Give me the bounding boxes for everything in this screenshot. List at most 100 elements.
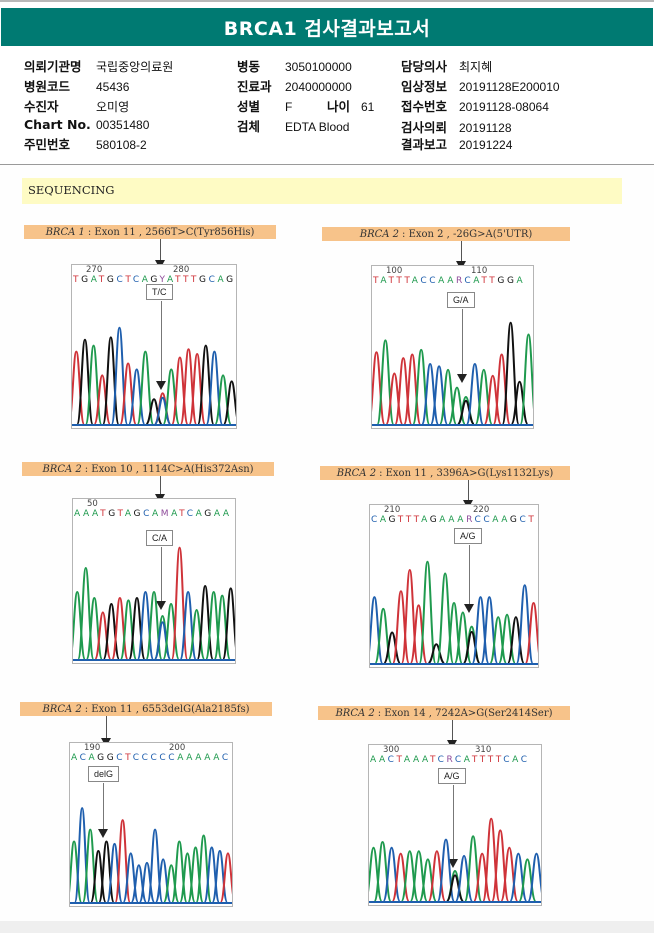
base-call: G [133, 509, 144, 519]
base-call: C [150, 753, 160, 763]
genotype-call-box: G/A [447, 292, 475, 308]
trace-peak [369, 846, 383, 902]
trace-peak [146, 828, 164, 903]
base-call: G [106, 753, 117, 763]
base-call: C [371, 515, 380, 525]
position-label: 200 [169, 743, 186, 753]
base-call: C [429, 276, 439, 286]
arrow-down-icon [448, 859, 458, 868]
field-request-date: 검사의뢰 20191128 [401, 120, 512, 135]
base-call: A [447, 276, 456, 286]
base-call: G [199, 275, 209, 285]
trace-peak [370, 596, 384, 664]
trace-peak [171, 356, 189, 425]
trace-peak [403, 353, 422, 425]
pointer-line [106, 716, 107, 742]
base-call: C [221, 753, 229, 763]
variant-description: : Exon 10 , 1114C>A(His372Asn) [84, 463, 254, 475]
trace-plot [73, 546, 235, 661]
trace-peak [179, 852, 196, 903]
base-call: A [463, 755, 472, 765]
base-call: A [448, 515, 458, 525]
base-call: A [412, 755, 422, 765]
pointer-line [452, 720, 453, 744]
base-call: Y [159, 275, 167, 285]
base-call: M [160, 509, 172, 519]
base-call: A [380, 276, 389, 286]
trace-peak [519, 333, 533, 425]
trace-plot [72, 326, 236, 426]
base-call: T [413, 515, 422, 525]
base-call: A [370, 755, 380, 765]
base-call: C [132, 275, 142, 285]
trace-plot [372, 321, 533, 426]
trace-peak [506, 616, 525, 664]
gene-name: BRCA 2 [336, 467, 377, 479]
sequencing-title: SEQUENCING [28, 183, 115, 197]
trace-peak [187, 608, 206, 660]
trace-peak [409, 604, 428, 664]
base-call: A [74, 509, 84, 519]
trace-peak [373, 840, 392, 902]
trace-peak [203, 846, 221, 903]
base-call: A [438, 276, 448, 286]
variant-description: : Exon 14 , 7242A>G(Ser2414Ser) [377, 707, 553, 719]
field-institution: 의뢰기관명 국립중앙의료원 [24, 59, 174, 74]
base-call: C [520, 755, 530, 765]
variant-title: BRCA 2: Exon 14 , 7242A>G(Ser2414Ser) [318, 706, 570, 720]
base-sequence: ACAGGCTCCCCCAAAAACCT [71, 753, 229, 763]
pointer-line [160, 239, 161, 264]
field-ward: 병동 3050100000 [237, 59, 352, 74]
base-call: G [231, 509, 232, 519]
position-label: 110 [471, 266, 488, 276]
base-call: C [437, 755, 447, 765]
pointer-line [469, 545, 470, 604]
gene-name: BRCA 2 [42, 703, 82, 715]
variant-description: : Exon 11 , 3396A>G(Lys1132Lys) [379, 467, 554, 479]
pointer-line [462, 309, 463, 374]
trace-peak [102, 336, 120, 425]
base-call: A [222, 509, 232, 519]
trace-peak [138, 861, 156, 903]
base-call: G [497, 276, 507, 286]
base-call: G [506, 276, 517, 286]
base-call: C [387, 755, 397, 765]
base-call: T [100, 509, 109, 519]
trace-peak [154, 858, 172, 903]
base-call: C [186, 509, 196, 519]
arrow-down-icon [98, 829, 108, 838]
report-title: BRCA1 검사결과보고서 [1, 8, 653, 46]
trace-peak [474, 368, 493, 425]
trace-peak [102, 602, 121, 660]
arrow-down-icon [156, 381, 166, 390]
base-call: C [474, 515, 484, 525]
base-call: T [98, 275, 107, 285]
window-top-border [0, 0, 654, 2]
base-call: T [125, 275, 133, 285]
trace-peak [492, 353, 511, 425]
base-call: C [503, 755, 513, 765]
trace-peak [106, 842, 123, 903]
base-call: C [483, 515, 493, 525]
pointer-line [461, 241, 462, 265]
trace-peak [94, 611, 112, 660]
base-call: T [405, 515, 414, 525]
age-value: 61 [361, 100, 375, 114]
base-call: T [125, 753, 133, 763]
trace-peak [510, 380, 529, 425]
base-call: A [213, 509, 223, 519]
base-call: T [528, 515, 535, 525]
trace-peak [394, 357, 413, 425]
base-call: T [396, 755, 404, 765]
trace-peak [527, 852, 541, 902]
trace-peak [427, 643, 445, 664]
trace-peak [412, 348, 431, 425]
pointer-line [103, 783, 104, 829]
base-call: T [179, 509, 187, 519]
base-call: T [487, 755, 496, 765]
base-call: T [396, 276, 405, 286]
position-label: 210 [384, 505, 401, 515]
base-call: A [421, 755, 431, 765]
trace-peak [489, 616, 508, 664]
base-call: T [404, 276, 412, 286]
